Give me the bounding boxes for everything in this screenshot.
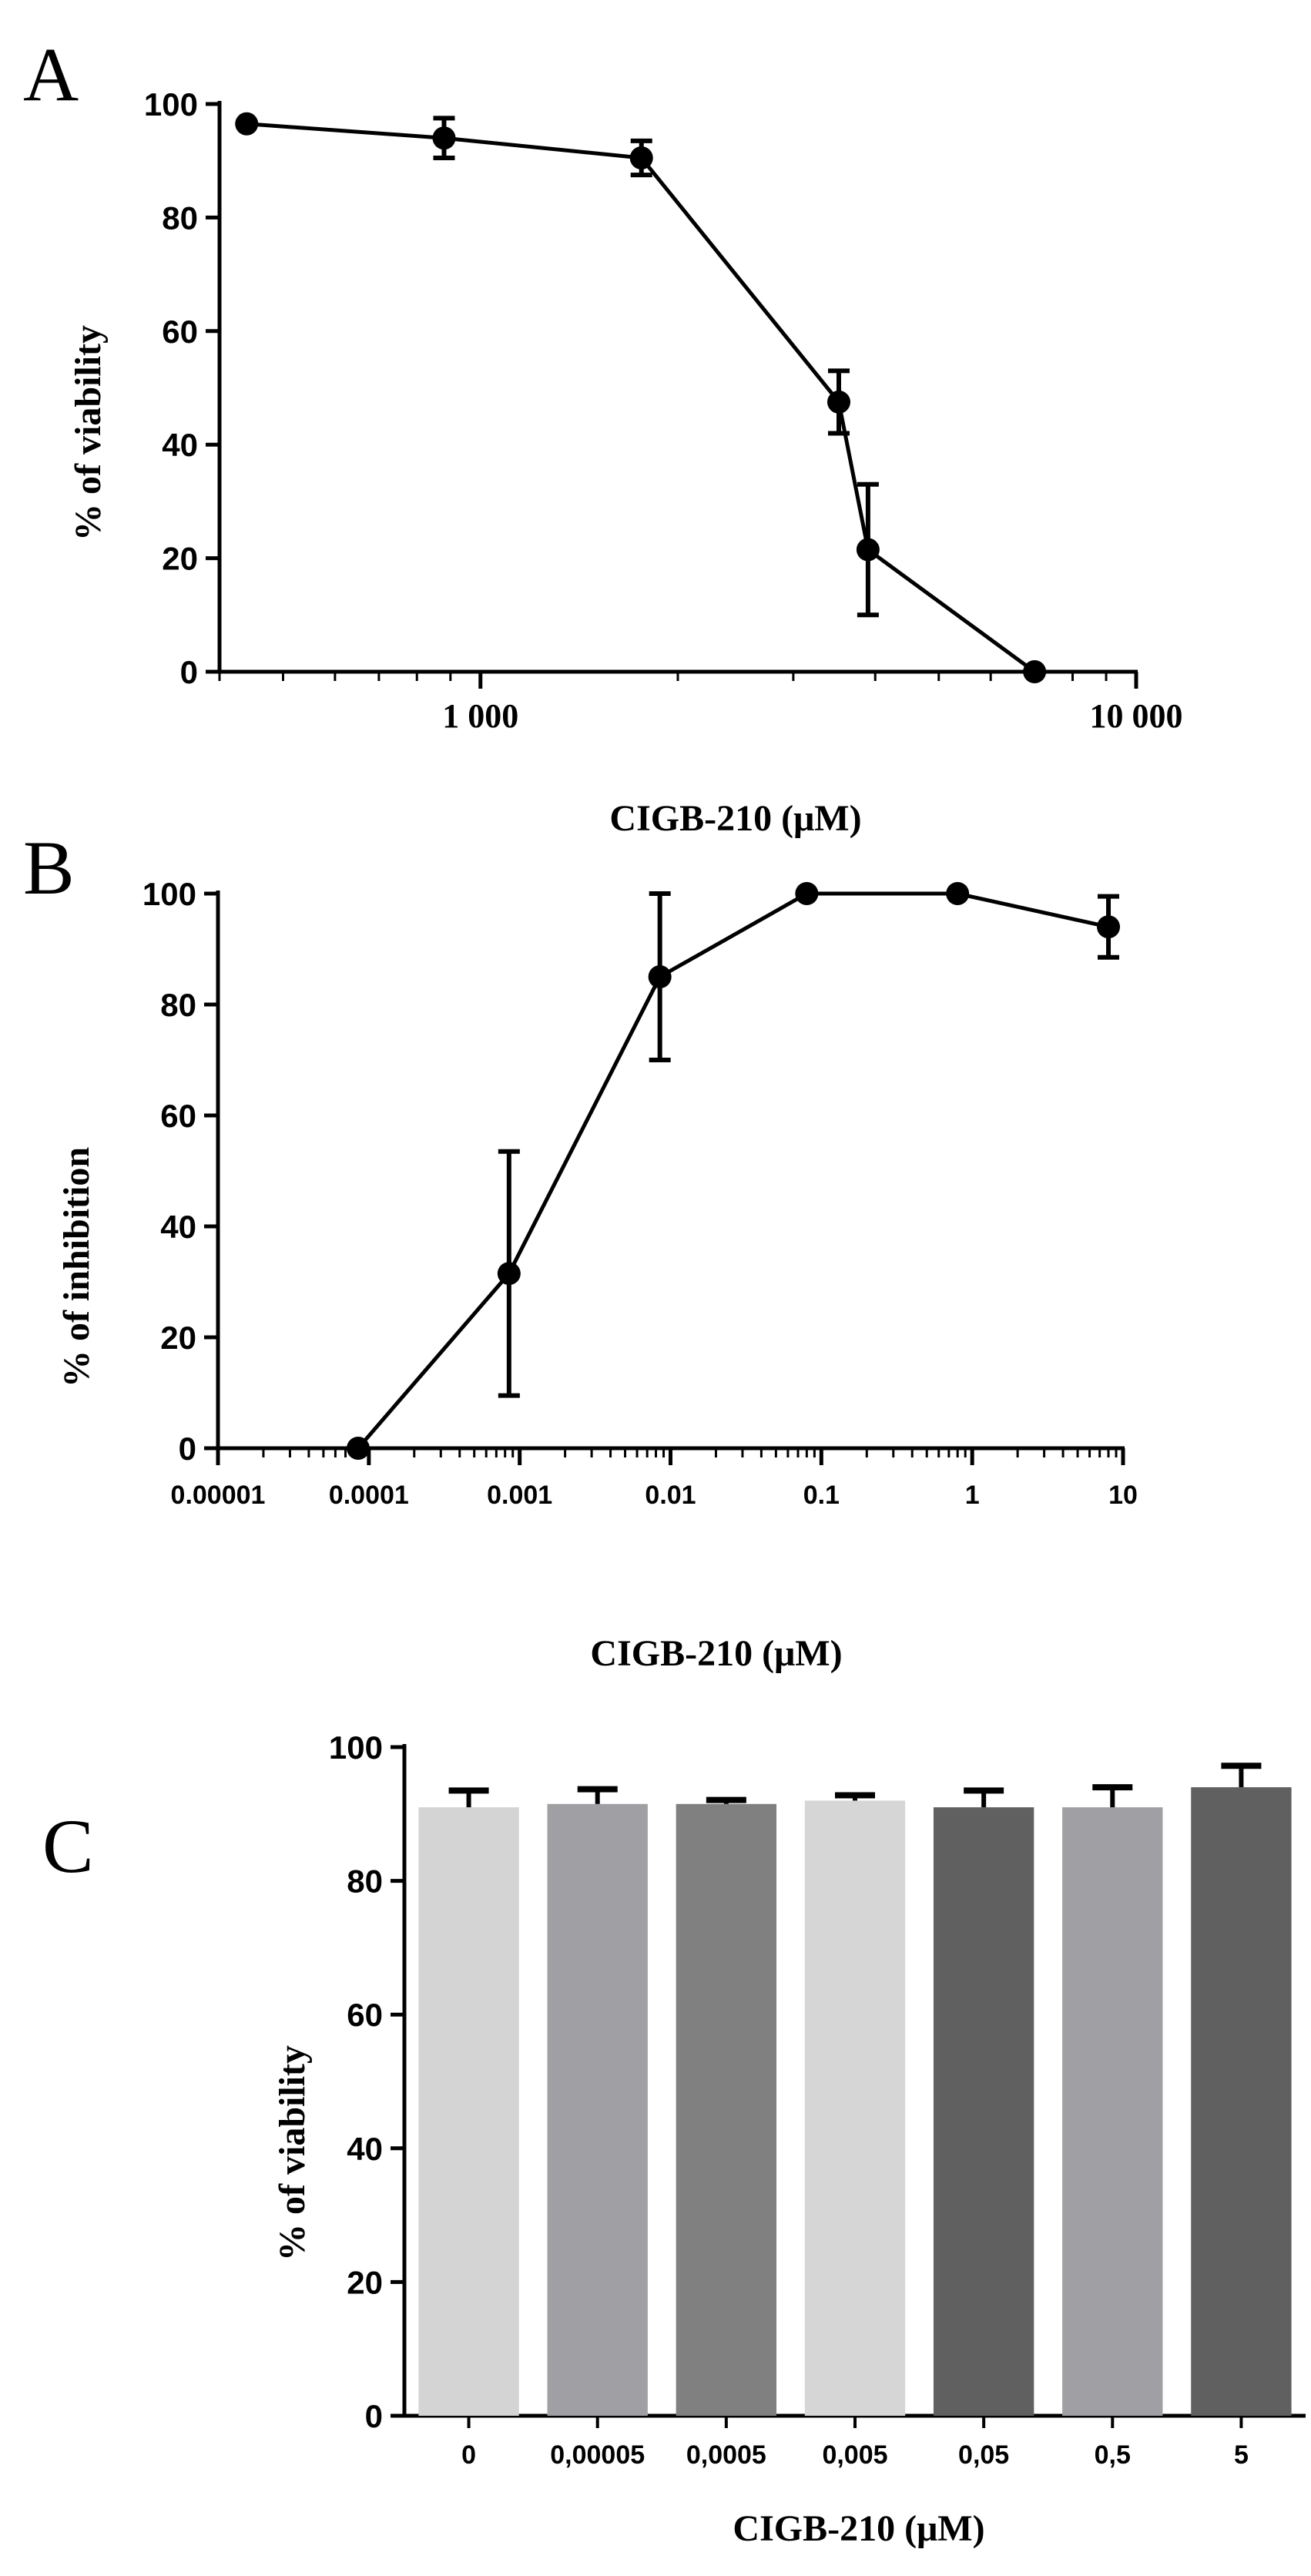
y-tick-label: 80 <box>347 1863 383 1900</box>
y-tick-label: 40 <box>347 2131 383 2167</box>
panel-letter-c: C <box>42 1803 94 1889</box>
y-axis-title-a: % of viability <box>68 325 109 541</box>
data-point <box>629 146 653 170</box>
x-tick-label: 10 <box>1108 1481 1138 1510</box>
series-line <box>357 891 1109 1450</box>
y-tick-label: 20 <box>347 2264 383 2300</box>
series-line <box>246 122 1036 674</box>
y-tick-label: 0 <box>365 2398 383 2434</box>
x-axis-title-c: CIGB-210 (μM) <box>733 2508 984 2549</box>
data-point <box>432 126 456 150</box>
panel-letter-b: B <box>23 825 75 911</box>
y-axis-title-b: % of inhibition <box>56 1147 97 1387</box>
data-point <box>648 965 672 988</box>
x-axis-title-b: CIGB-210 (μM) <box>590 1633 842 1674</box>
panel-letter-a: A <box>23 32 79 117</box>
x-tick-label: 0.0001 <box>329 1481 409 1510</box>
data-point <box>497 1262 521 1286</box>
y-tick-label: 60 <box>160 1098 196 1134</box>
y-tick-label: 100 <box>329 1729 383 1766</box>
chart-panel-b: B % of inhibition CIGB-210 (μM) 0 20 40 60 8… <box>23 825 1138 1674</box>
data-point <box>347 1437 370 1460</box>
data-point <box>795 882 819 905</box>
chart-panel-a: A % of viability CIGB-210 (μM) 0 20 40 60 80… <box>23 32 1183 839</box>
data-point <box>235 112 259 136</box>
x-tick-label: 0,5 <box>1095 2440 1131 2470</box>
x-axis-title-a: CIGB-210 (μM) <box>609 798 861 839</box>
x-tick-label: 0 <box>461 2440 476 2470</box>
data-point <box>1097 915 1121 939</box>
y-tick-label: 100 <box>144 86 198 122</box>
data-point <box>946 882 970 905</box>
y-axis-title-c: % of viability <box>272 2045 313 2261</box>
x-tick-label: 1 000 <box>442 697 518 735</box>
bar <box>676 1803 777 2416</box>
bar <box>933 1807 1034 2416</box>
y-tick-label: 80 <box>162 200 198 236</box>
bar <box>418 1807 519 2416</box>
bar <box>804 1800 906 2416</box>
x-tick-label: 0,05 <box>958 2440 1009 2470</box>
y-tick-label: 60 <box>162 314 198 350</box>
x-tick-label: 0.1 <box>803 1481 840 1510</box>
x-tick-label: 1 <box>965 1481 980 1510</box>
y-tick-label: 20 <box>162 541 198 577</box>
data-point <box>1023 660 1047 683</box>
bar <box>1191 1787 1292 2416</box>
bar <box>547 1803 648 2416</box>
x-tick-label: 5 <box>1234 2440 1249 2470</box>
x-tick-label: 0,00005 <box>550 2440 645 2470</box>
y-tick-label: 0 <box>179 1431 196 1467</box>
x-tick-label: 0.00001 <box>171 1481 266 1510</box>
y-tick-label: 80 <box>160 987 196 1023</box>
x-tick-label: 0.001 <box>487 1481 552 1510</box>
chart-panel-c: C % of viability CIGB-210 (μM) 0 20 40 60 80… <box>42 1729 1306 2549</box>
y-tick-label: 40 <box>162 427 198 463</box>
x-tick-label: 0,005 <box>822 2440 887 2470</box>
x-tick-label: 0.01 <box>645 1481 696 1510</box>
x-tick-label: 10 000 <box>1090 697 1183 735</box>
bar <box>1062 1807 1163 2416</box>
y-tick-label: 20 <box>160 1320 196 1356</box>
y-tick-label: 40 <box>160 1209 196 1245</box>
x-tick-label: 0,0005 <box>686 2440 766 2470</box>
data-point <box>856 538 880 562</box>
y-tick-label: 0 <box>180 654 198 690</box>
y-tick-label: 100 <box>142 876 196 912</box>
y-tick-label: 60 <box>347 1997 383 2033</box>
data-point <box>826 390 850 414</box>
